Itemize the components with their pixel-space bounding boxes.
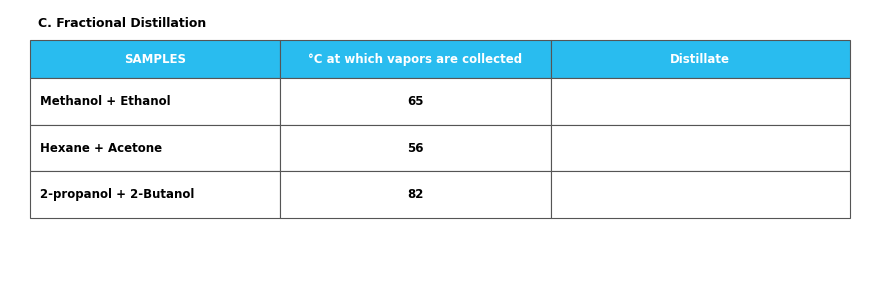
Bar bbox=[551, 40, 850, 78]
Text: Methanol + Ethanol: Methanol + Ethanol bbox=[40, 95, 171, 108]
Bar bbox=[280, 40, 551, 78]
Bar bbox=[551, 171, 850, 218]
Text: 56: 56 bbox=[407, 142, 424, 155]
Bar bbox=[551, 78, 850, 125]
Bar bbox=[280, 78, 551, 125]
Text: 82: 82 bbox=[407, 188, 424, 201]
Bar bbox=[30, 171, 280, 218]
Text: 2-propanol + 2-Butanol: 2-propanol + 2-Butanol bbox=[40, 188, 194, 201]
Text: SAMPLES: SAMPLES bbox=[124, 53, 186, 66]
Text: Distillate: Distillate bbox=[670, 53, 731, 66]
Text: °C at which vapors are collected: °C at which vapors are collected bbox=[308, 53, 522, 66]
Bar bbox=[30, 40, 280, 78]
Bar bbox=[280, 171, 551, 218]
Text: 65: 65 bbox=[407, 95, 424, 108]
Bar bbox=[551, 125, 850, 171]
Text: Hexane + Acetone: Hexane + Acetone bbox=[40, 142, 162, 155]
Bar bbox=[280, 125, 551, 171]
Bar bbox=[30, 78, 280, 125]
Text: C. Fractional Distillation: C. Fractional Distillation bbox=[38, 17, 206, 30]
Bar bbox=[30, 125, 280, 171]
